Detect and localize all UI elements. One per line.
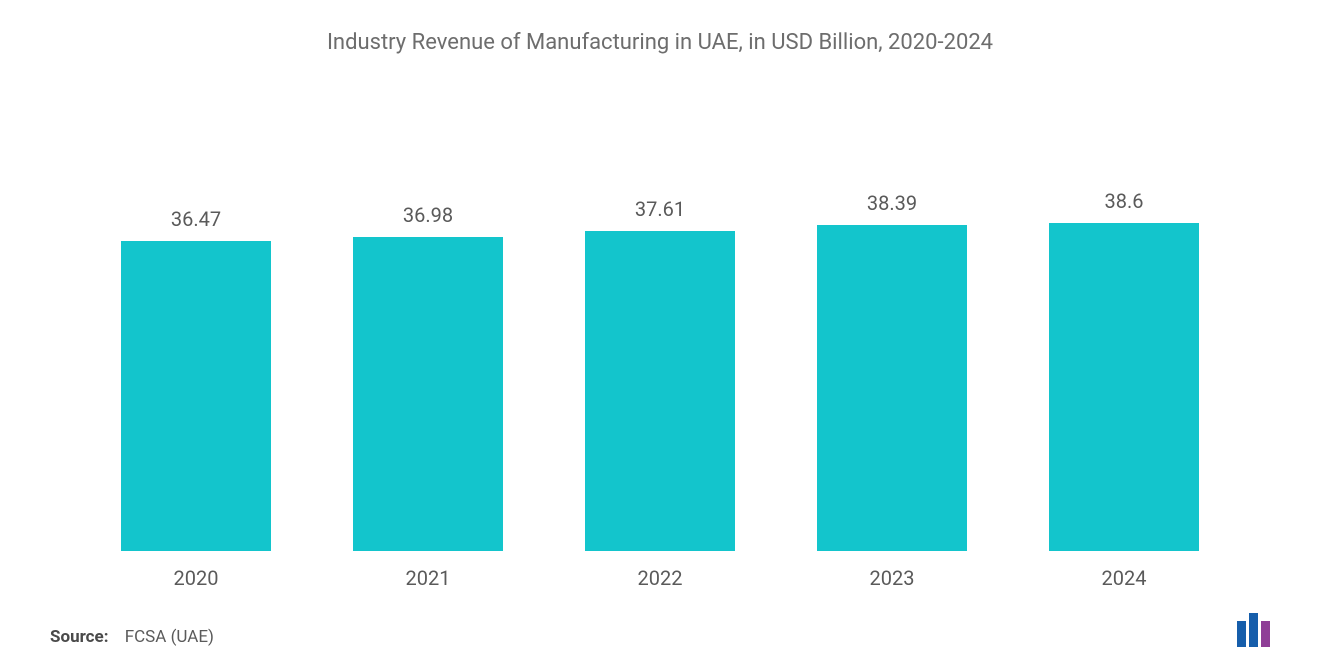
x-axis-labels: 2020 2021 2022 2023 2024 [50,566,1270,590]
plot-area: 36.47 36.98 37.61 38.39 38.6 [50,125,1270,551]
bar-value-label: 36.47 [171,207,221,231]
chart-footer: Source: FCSA (UAE) [50,613,1270,647]
bar [121,241,271,551]
bar [585,231,735,551]
brand-logo [1237,613,1270,647]
x-axis-label: 2022 [575,566,745,590]
bar [353,237,503,551]
chart-container: Industry Revenue of Manufacturing in UAE… [0,0,1320,665]
bar-value-label: 38.39 [867,191,917,215]
x-axis-label: 2021 [343,566,513,590]
bar-group: 36.47 [111,207,281,551]
bar-value-label: 38.6 [1105,189,1144,213]
x-axis-label: 2023 [807,566,977,590]
chart-title: Industry Revenue of Manufacturing in UAE… [50,30,1270,55]
source-prefix: Source: [50,627,108,647]
bar-value-label: 37.61 [635,197,685,221]
logo-bar-icon [1261,621,1270,647]
source-text: FCSA (UAE) [125,627,214,647]
x-axis-label: 2024 [1039,566,1209,590]
bar-group: 37.61 [575,197,745,551]
bar [817,225,967,551]
logo-bars-icon [1237,613,1270,647]
bar-group: 38.39 [807,191,977,551]
logo-bar-icon [1249,613,1258,647]
bar-group: 36.98 [343,203,513,551]
bar-value-label: 36.98 [403,203,453,227]
source-line: Source: FCSA (UAE) [50,627,214,647]
x-axis-label: 2020 [111,566,281,590]
bar [1049,223,1199,551]
bar-group: 38.6 [1039,189,1209,551]
logo-bar-icon [1237,621,1246,647]
